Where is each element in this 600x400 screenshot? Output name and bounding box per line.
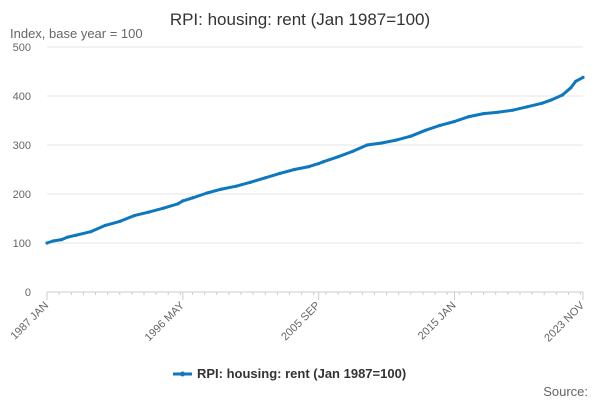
x-tick-label: 2005 SEP bbox=[279, 300, 323, 344]
data-point[interactable] bbox=[467, 115, 471, 119]
data-point[interactable] bbox=[560, 93, 565, 97]
data-point[interactable] bbox=[181, 199, 185, 203]
data-point[interactable] bbox=[452, 119, 457, 124]
legend-label: RPI: housing: rent (Jan 1987=100) bbox=[197, 366, 406, 381]
data-point[interactable] bbox=[118, 219, 122, 223]
data-point[interactable] bbox=[380, 141, 384, 145]
data-point[interactable] bbox=[147, 210, 151, 214]
legend-marker bbox=[180, 371, 185, 377]
data-point[interactable] bbox=[569, 86, 573, 90]
y-tick-label: 400 bbox=[13, 91, 31, 103]
y-tick-label: 300 bbox=[13, 140, 31, 152]
data-point[interactable] bbox=[89, 230, 93, 234]
data-point[interactable] bbox=[409, 134, 413, 138]
data-point[interactable] bbox=[249, 180, 253, 184]
data-point[interactable] bbox=[482, 112, 486, 116]
data-point[interactable] bbox=[351, 149, 355, 153]
data-point[interactable] bbox=[292, 167, 296, 172]
data-point[interactable] bbox=[365, 143, 369, 147]
source-label: Source: bbox=[543, 384, 588, 399]
y-tick-label: 200 bbox=[13, 189, 31, 201]
x-tick-label: 2015 JAN bbox=[416, 300, 459, 343]
data-point[interactable] bbox=[176, 202, 180, 206]
data-point[interactable] bbox=[574, 79, 578, 83]
chart-title: RPI: housing: rent (Jan 1987=100) bbox=[170, 10, 430, 29]
data-point[interactable] bbox=[321, 160, 326, 164]
data-point[interactable] bbox=[307, 165, 311, 169]
x-tick-label: 1987 JAN bbox=[8, 300, 51, 343]
data-point[interactable] bbox=[317, 162, 321, 166]
x-axis: 1987 JAN 1996 MAY 2005 SEP 2015 JAN 2023 NOV bbox=[8, 292, 588, 344]
data-point[interactable] bbox=[51, 239, 55, 243]
data-point[interactable] bbox=[103, 223, 107, 227]
x-tick-label: 1996 MAY bbox=[143, 299, 188, 344]
data-point[interactable] bbox=[581, 75, 585, 79]
data-point[interactable] bbox=[278, 171, 282, 175]
data-point[interactable] bbox=[438, 123, 442, 127]
x-tick-label: 2023 NOV bbox=[542, 299, 587, 344]
plot-area bbox=[45, 75, 585, 245]
data-point[interactable] bbox=[394, 138, 398, 142]
data-point[interactable] bbox=[511, 108, 515, 112]
chart-subtitle: Index, base year = 100 bbox=[10, 26, 143, 41]
y-tick-label: 500 bbox=[13, 42, 31, 54]
data-point[interactable] bbox=[234, 184, 238, 188]
data-point[interactable] bbox=[423, 128, 427, 132]
data-point[interactable] bbox=[336, 155, 340, 159]
y-tick-label: 100 bbox=[13, 238, 31, 250]
legend[interactable]: RPI: housing: rent (Jan 1987=100) bbox=[173, 366, 406, 381]
data-point[interactable] bbox=[190, 196, 195, 200]
data-point[interactable] bbox=[220, 187, 224, 191]
data-point[interactable] bbox=[45, 241, 49, 245]
y-axis: 0 100 200 300 400 500 bbox=[13, 42, 31, 299]
data-point[interactable] bbox=[66, 235, 70, 239]
data-point[interactable] bbox=[263, 176, 267, 180]
data-point[interactable] bbox=[205, 191, 209, 195]
data-point[interactable] bbox=[525, 105, 529, 109]
data-point[interactable] bbox=[549, 98, 554, 102]
gridlines bbox=[47, 46, 583, 293]
data-point[interactable] bbox=[60, 238, 64, 242]
series-line[interactable] bbox=[45, 75, 585, 245]
data-point[interactable] bbox=[161, 206, 165, 210]
y-tick-label: 0 bbox=[25, 287, 31, 299]
data-point[interactable] bbox=[496, 110, 500, 114]
data-point[interactable] bbox=[540, 101, 544, 105]
data-point[interactable] bbox=[74, 233, 78, 237]
data-point[interactable] bbox=[132, 214, 136, 218]
